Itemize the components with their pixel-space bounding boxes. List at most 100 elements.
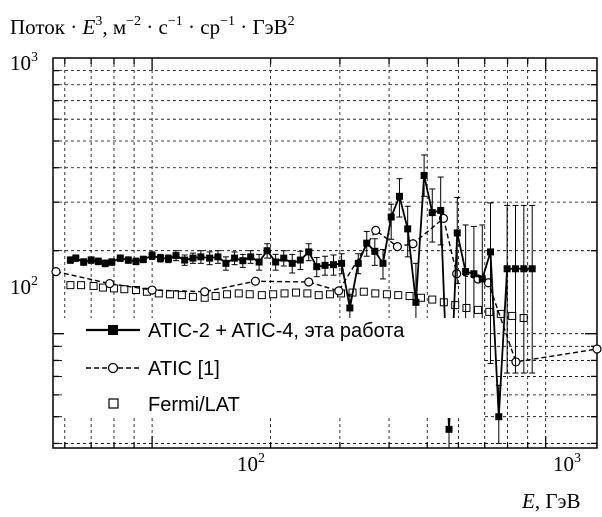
atic24-point xyxy=(116,254,124,262)
atic24-point xyxy=(214,253,222,261)
fermi-point xyxy=(89,281,98,290)
y-tick-label-1000: 103 xyxy=(10,50,38,75)
atic24-point xyxy=(371,247,379,255)
atic24-point xyxy=(445,425,453,433)
fermi-point xyxy=(359,287,368,296)
fermi-point xyxy=(269,290,278,299)
fermi-point xyxy=(416,293,425,302)
atic1-point xyxy=(51,266,61,277)
atic24-point xyxy=(486,248,494,256)
atic24-point xyxy=(338,259,346,267)
y-axis-title: Поток · E3, м−2 · с−1 · ср−1 · ГэВ2 xyxy=(10,14,295,39)
legend-marker-atic1 xyxy=(107,362,119,374)
fermi-point xyxy=(165,290,174,299)
atic1-point xyxy=(371,225,381,235)
x-tick-label-1000: 103 xyxy=(553,451,581,476)
atic24-point xyxy=(462,268,470,276)
legend-entry-fermi: Fermi/LAT xyxy=(108,394,240,416)
fermi-point xyxy=(257,291,266,300)
fermi-point xyxy=(234,289,243,298)
fermi-point xyxy=(177,291,186,300)
atic1-point xyxy=(334,286,344,296)
fermi-point xyxy=(314,291,323,300)
fermi-point xyxy=(428,295,437,304)
atic1-point xyxy=(452,269,462,279)
atic24-point xyxy=(511,265,519,273)
legend-marker-fermi xyxy=(108,398,119,409)
fermi-point xyxy=(371,289,380,298)
atic24-point xyxy=(206,254,214,262)
legend-entry-atic24: ATIC-2 + ATIC-4, эта работа xyxy=(86,320,405,342)
atic24-point xyxy=(330,261,338,269)
atic1-point xyxy=(105,278,115,289)
atic24-point xyxy=(305,248,313,256)
fermi-point xyxy=(98,283,107,292)
fermi-point xyxy=(291,288,300,297)
atic24-point xyxy=(321,261,329,269)
atic24-point xyxy=(231,254,239,262)
atic24-point xyxy=(272,258,280,266)
atic1-point xyxy=(200,287,210,297)
fermi-point xyxy=(325,290,334,299)
atic24-point xyxy=(387,213,395,221)
x-axis-title: E, ГэВ xyxy=(521,489,581,513)
series-layer xyxy=(51,154,602,448)
x-tick-label-100: 102 xyxy=(237,451,265,476)
fermi-point xyxy=(223,290,232,299)
fermi-point xyxy=(77,281,86,290)
legend: ATIC-2 + ATIC-4, эта работа ATIC [1] Fer… xyxy=(64,318,484,418)
atic24-point xyxy=(478,275,486,283)
legend-label-atic1: ATIC [1] xyxy=(148,358,220,380)
atic24-point xyxy=(247,253,255,261)
y-title-units: , м xyxy=(102,15,126,39)
legend-label-fermi: Fermi/LAT xyxy=(148,394,240,416)
fermi-point xyxy=(394,291,403,300)
atic1-point xyxy=(304,277,314,287)
atic24-point xyxy=(503,265,511,273)
atic24-point xyxy=(172,252,180,260)
fermi-point xyxy=(462,303,471,312)
atic24-point xyxy=(101,259,109,267)
atic24-point xyxy=(453,229,461,237)
fermi-point xyxy=(245,290,254,299)
atic24-point xyxy=(255,258,263,266)
atic24-point xyxy=(139,255,147,263)
atic24-point xyxy=(222,259,230,267)
atic24-point xyxy=(437,206,445,214)
atic24-point xyxy=(412,298,420,306)
fermi-point xyxy=(405,292,414,301)
atic24-point xyxy=(124,256,132,264)
atic24-point xyxy=(164,255,172,263)
atic24-point xyxy=(470,270,478,278)
atic1-point xyxy=(147,285,157,295)
fermi-point xyxy=(211,292,220,301)
atic24-point xyxy=(132,257,140,265)
y-title-var: E xyxy=(82,15,96,39)
atic24-point xyxy=(354,259,362,267)
atic24-point xyxy=(280,254,288,262)
fermi-point xyxy=(382,290,391,299)
atic24-point xyxy=(181,256,189,264)
atic24-point xyxy=(197,253,205,261)
y-title-prefix: Поток · xyxy=(10,15,83,39)
atic24-point xyxy=(263,247,271,255)
atic24-point xyxy=(404,225,412,233)
fermi-point xyxy=(303,289,312,298)
legend-marker-atic24 xyxy=(108,325,118,335)
atic24-point xyxy=(72,254,80,262)
atic1-point xyxy=(392,241,403,252)
atic24-point xyxy=(395,192,403,200)
legend-entry-atic1: ATIC [1] xyxy=(86,358,220,380)
atic24-point xyxy=(495,413,503,421)
legend-label-atic24: ATIC-2 + ATIC-4, эта работа xyxy=(148,320,405,342)
atic24-point xyxy=(363,239,371,247)
fermi-point xyxy=(485,307,494,316)
atic24-point xyxy=(66,256,74,264)
fermi-point xyxy=(280,289,289,298)
plot-frame xyxy=(52,57,598,449)
atic24-point xyxy=(148,252,156,260)
atic1-point xyxy=(250,276,261,286)
fermi-point xyxy=(66,281,75,290)
atic24-point xyxy=(346,304,354,312)
